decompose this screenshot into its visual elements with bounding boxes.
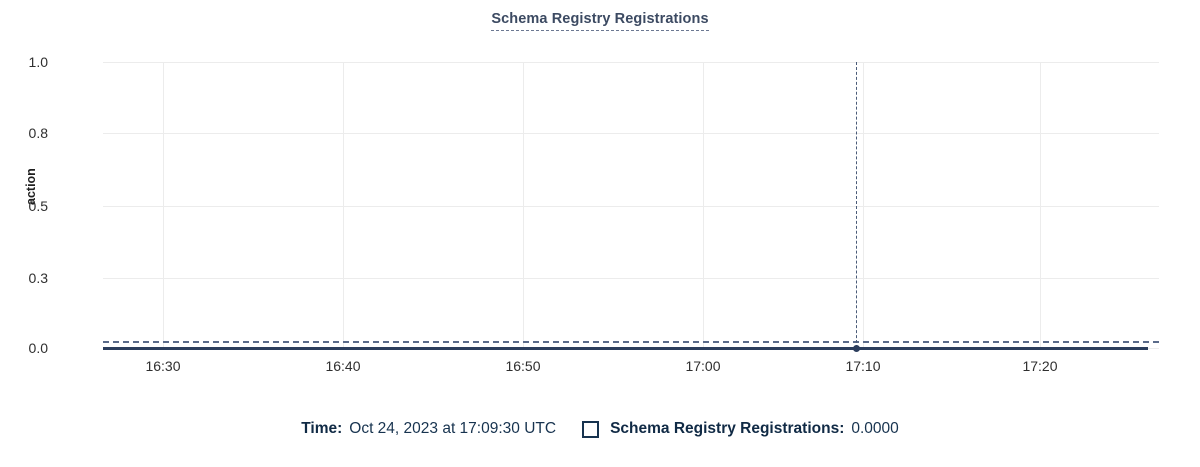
gridline-vertical xyxy=(523,62,524,348)
x-tick-label: 16:40 xyxy=(325,358,361,374)
gridline-vertical xyxy=(863,62,864,348)
y-tick-label: 0.0 xyxy=(28,340,48,356)
chart-title: Schema Registry Registrations xyxy=(0,11,1200,31)
y-tick-label: 0.3 xyxy=(28,270,48,286)
series-dashed-guide xyxy=(103,341,1159,343)
y-tick-label: 0.5 xyxy=(28,198,48,214)
gridline-vertical xyxy=(703,62,704,348)
gridline-horizontal xyxy=(103,206,1159,207)
legend-series-value: 0.0000 xyxy=(851,420,899,437)
gridline-horizontal xyxy=(103,278,1159,279)
gridline-horizontal xyxy=(103,62,1159,63)
x-tick-label: 16:50 xyxy=(505,358,541,374)
chart-title-text: Schema Registry Registrations xyxy=(491,11,709,31)
tooltip-time-value: Oct 24, 2023 at 17:09:30 UTC xyxy=(349,420,557,437)
tooltip-time: Time: Oct 24, 2023 at 17:09:30 UTC xyxy=(301,420,556,438)
gridline-vertical xyxy=(343,62,344,348)
crosshair-point-marker xyxy=(853,345,860,352)
legend-item-schema-registry-registrations[interactable]: Schema Registry Registrations: 0.0000 xyxy=(582,420,899,438)
y-tick-label: 1.0 xyxy=(28,54,48,70)
x-tick-label: 17:00 xyxy=(685,358,721,374)
chart-tooltip-row: Time: Oct 24, 2023 at 17:09:30 UTC Schem… xyxy=(0,420,1200,438)
gridline-horizontal xyxy=(103,133,1159,134)
tooltip-time-label: Time: xyxy=(301,420,343,437)
crosshair-vertical-line xyxy=(856,62,857,348)
legend-series-label: Schema Registry Registrations: xyxy=(610,420,845,437)
plot-area: 1.0 0.8 0.5 0.3 0.0 16:30 16:40 16:50 17… xyxy=(29,54,1159,374)
x-tick-label: 16:30 xyxy=(145,358,181,374)
gridline-vertical xyxy=(1040,62,1041,348)
gridline-vertical xyxy=(163,62,164,348)
x-tick-label: 17:20 xyxy=(1022,358,1058,374)
x-tick-label: 17:10 xyxy=(845,358,881,374)
y-tick-label: 0.8 xyxy=(28,125,48,141)
series-line-schema-registry-registrations xyxy=(103,347,1148,350)
legend-checkbox-icon[interactable] xyxy=(582,420,600,438)
